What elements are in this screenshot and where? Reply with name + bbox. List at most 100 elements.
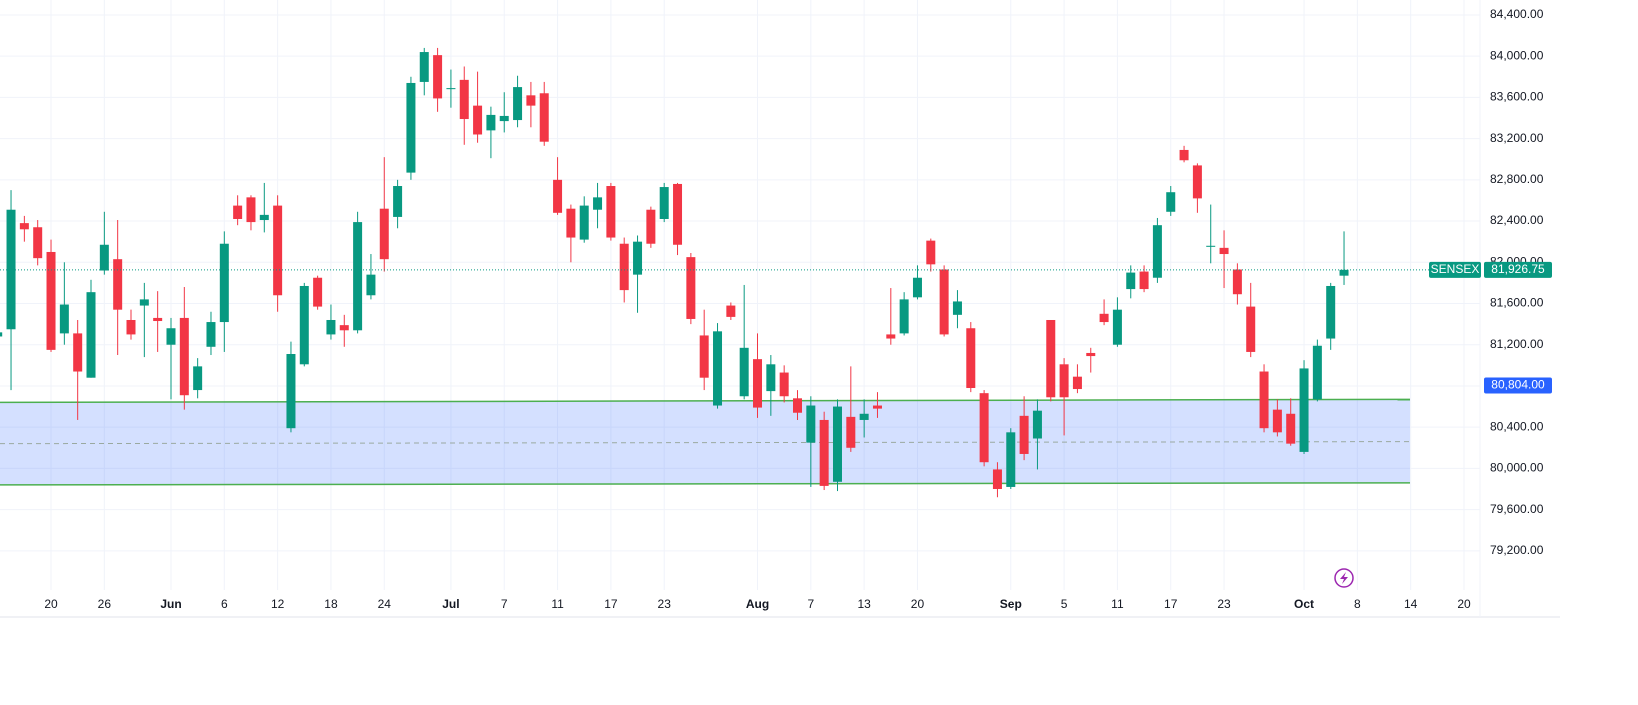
candle-body [473, 105, 483, 135]
candle-body [566, 208, 576, 238]
x-tick-label: Jun [160, 597, 181, 611]
candle-body [19, 223, 29, 230]
candle-body [979, 393, 989, 463]
candle-body [326, 319, 336, 335]
x-tick-label: 20 [1457, 597, 1471, 611]
candle-body [113, 259, 123, 310]
candle-body [633, 241, 643, 275]
candle-body [1019, 415, 1029, 454]
candle-body [73, 333, 83, 372]
candle-body [1166, 192, 1176, 212]
x-tick-label: 12 [271, 597, 285, 611]
candle-body [1072, 376, 1082, 390]
candle-body [433, 55, 443, 99]
candle-body [579, 205, 589, 240]
y-tick-label: 83,600.00 [1490, 90, 1544, 104]
candle-body [1326, 285, 1336, 339]
candle-body [753, 359, 763, 408]
candle-body [166, 328, 176, 345]
candle-body [899, 299, 909, 334]
candle-body [1059, 364, 1069, 398]
candle-body [912, 277, 922, 298]
candle-body [1046, 319, 1056, 398]
candle-body [699, 335, 709, 378]
icon-bolt[interactable] [1340, 572, 1348, 584]
y-tick-label: 84,000.00 [1490, 48, 1544, 62]
candle-body [1246, 306, 1256, 352]
y-tick-label: 79,600.00 [1490, 502, 1544, 516]
candle-body [779, 372, 789, 397]
candle-body [1312, 345, 1322, 400]
candle-body [46, 251, 56, 350]
candle-body [553, 179, 563, 213]
candle-body [1126, 272, 1136, 290]
candle-body [393, 186, 403, 217]
candle-body [366, 274, 376, 296]
candle-body [1032, 410, 1042, 439]
y-tick-label: 83,200.00 [1490, 131, 1544, 145]
candle-body [872, 405, 882, 409]
candle-body [606, 186, 616, 238]
y-tick-label: 81,600.00 [1490, 296, 1544, 310]
x-tick-label: 8 [1354, 597, 1361, 611]
candle-body [219, 243, 229, 323]
y-tick-label: 80,400.00 [1490, 419, 1544, 433]
candle-body [446, 88, 456, 90]
axes: 84,400.00 84,000.00 83,600.00 83,200.00 82,8… [0, 7, 1552, 611]
candle-body [539, 93, 549, 142]
y-tick-label: 84,400.00 [1490, 7, 1544, 21]
candle-body [286, 354, 296, 429]
candle-body [206, 322, 216, 347]
candle-body [139, 299, 149, 306]
candle-body [1219, 247, 1229, 255]
candle-body [846, 416, 856, 448]
candle-body [59, 304, 69, 334]
candle-body [513, 87, 523, 121]
candle-body [379, 208, 389, 260]
candle-body [726, 305, 736, 317]
candle-body [86, 292, 96, 378]
candle-body [259, 214, 269, 221]
grid [0, 0, 1480, 590]
x-tick-label: 17 [1164, 597, 1178, 611]
candles [0, 47, 1349, 498]
lightning-icon[interactable] [1334, 568, 1354, 588]
symbol-name: SENSEX [1431, 262, 1480, 276]
candle-body [299, 285, 309, 365]
candle-body [459, 79, 469, 120]
candle-body [339, 325, 349, 331]
candle-body [1112, 309, 1122, 345]
candle-body [1179, 149, 1189, 161]
y-tick-label: 82,800.00 [1490, 172, 1544, 186]
x-tick-label: 5 [1061, 597, 1068, 611]
candle-body [593, 197, 603, 210]
candle-body [739, 347, 749, 397]
x-tick-label: Aug [746, 597, 769, 611]
candle-body [126, 319, 136, 335]
x-tick-label: 6 [221, 597, 228, 611]
x-tick-label: 24 [378, 597, 392, 611]
x-tick-label: Oct [1294, 597, 1314, 611]
candle-body [233, 205, 243, 219]
x-tick-label: Sep [1000, 597, 1022, 611]
candle-body [193, 366, 203, 391]
candle-body [273, 205, 283, 296]
candle-body [526, 95, 536, 106]
candle-body [486, 114, 496, 131]
marker-price-badge [1484, 377, 1552, 394]
zone-fill [0, 399, 1410, 485]
candle-body [806, 405, 816, 443]
candle-body [832, 406, 842, 482]
x-tick-label: 13 [857, 597, 871, 611]
candle-body [1192, 165, 1202, 199]
x-tick-label: 18 [324, 597, 338, 611]
y-tick-label: 80,000.00 [1490, 461, 1544, 475]
candle-body [819, 419, 829, 486]
x-tick-label: 23 [658, 597, 672, 611]
candle-body [353, 222, 363, 331]
candle-body [673, 183, 683, 245]
candle-body [766, 364, 776, 392]
